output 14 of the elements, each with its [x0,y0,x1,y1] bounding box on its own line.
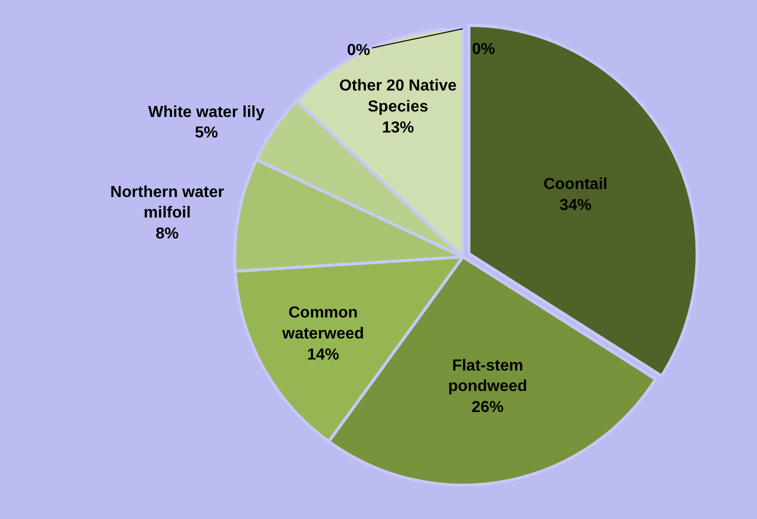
data-label: 14% [307,346,340,364]
slice-label: Coontail [543,176,608,194]
text: 0% [472,41,496,58]
data-label: 8% [156,225,179,242]
data-label: 26% [472,398,504,416]
text: 0% [347,42,370,59]
slice-label: Common waterweed [281,304,364,343]
data-label: 13% [382,119,414,136]
slice-label: Flat-stem pondweed [448,357,528,396]
slice-label: White water lily [148,104,265,121]
data-label: 34% [559,196,592,214]
data-label: 5% [194,124,218,142]
slice-label: Northern water milfoil [110,184,224,222]
slice-label: Other 20 Native Species [339,78,457,116]
